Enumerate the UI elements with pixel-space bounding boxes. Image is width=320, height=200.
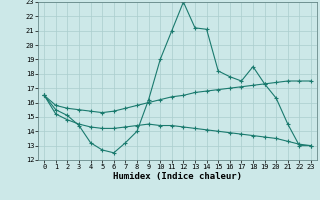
X-axis label: Humidex (Indice chaleur): Humidex (Indice chaleur) (113, 172, 242, 181)
